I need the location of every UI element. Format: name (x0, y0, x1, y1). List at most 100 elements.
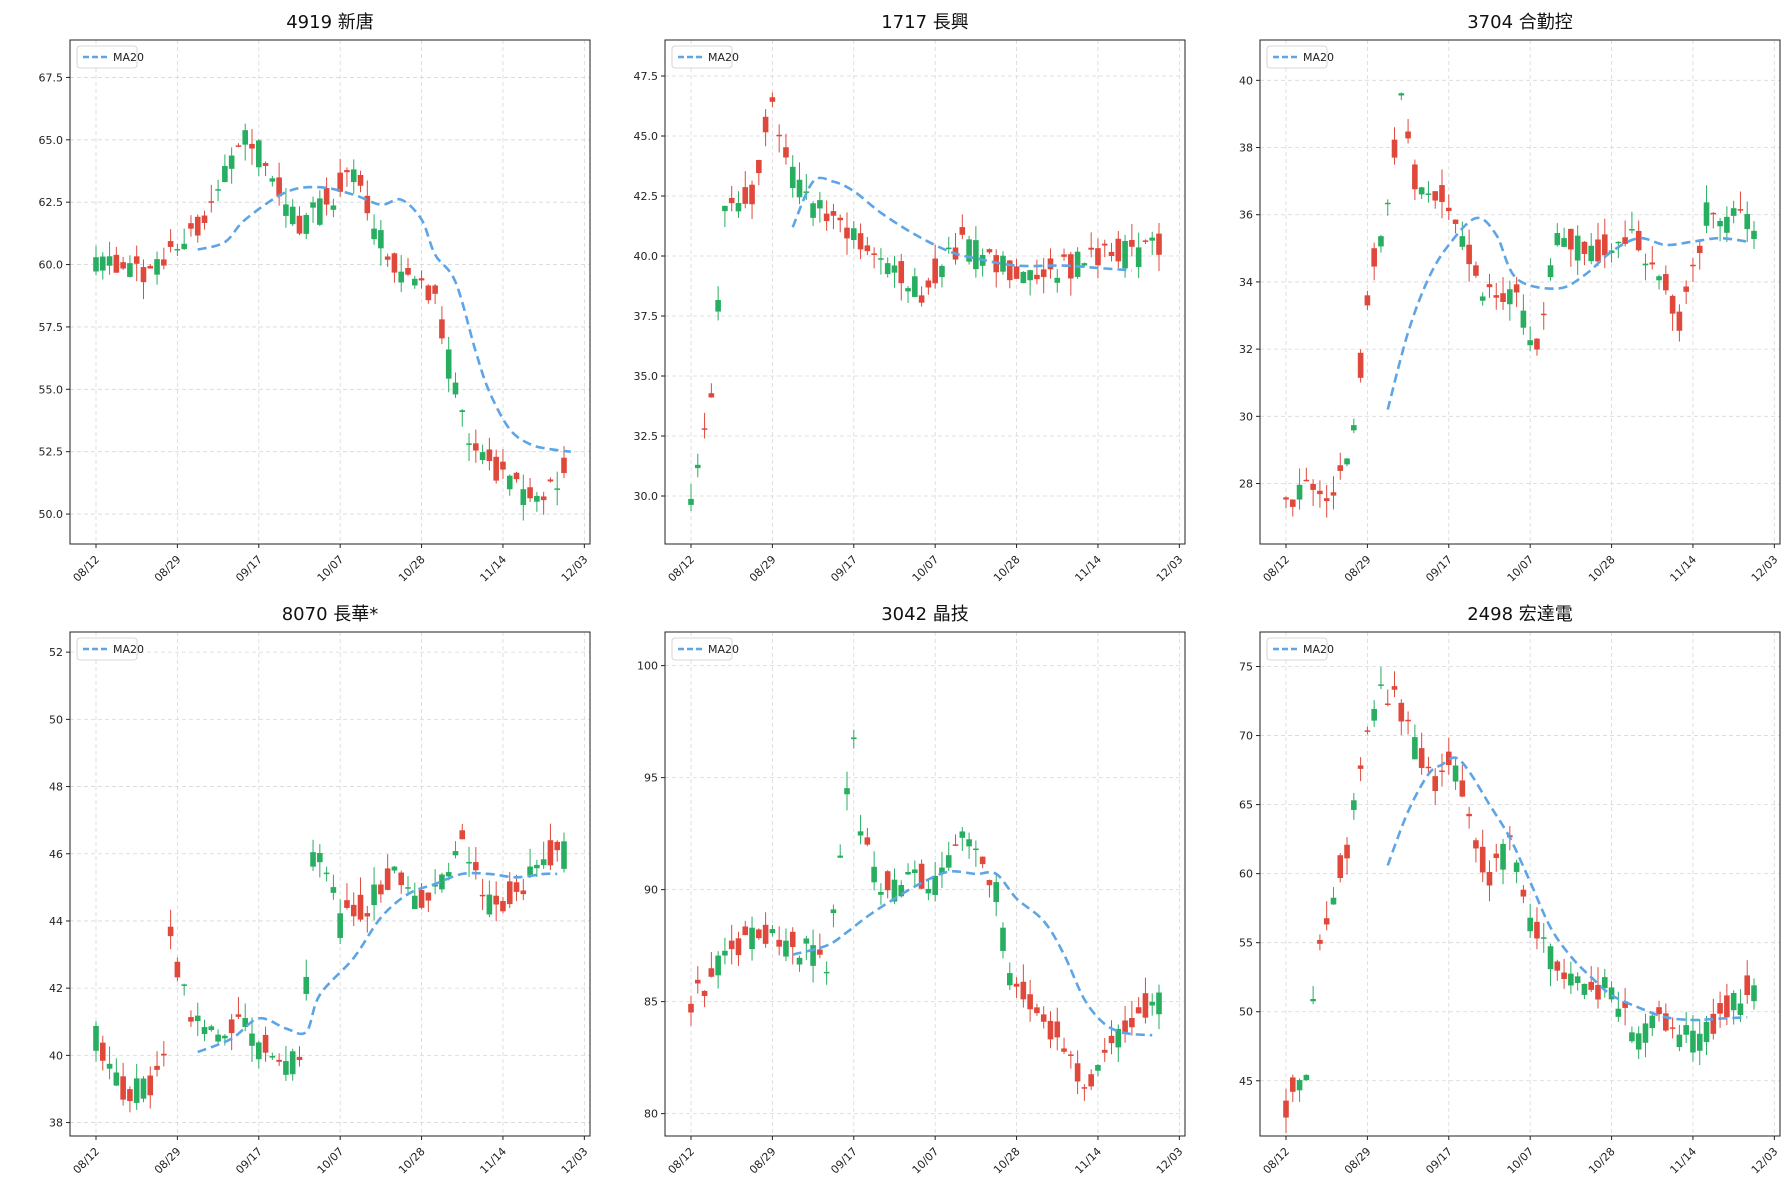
x-tick-label: 10/28 (991, 553, 1023, 585)
candle (912, 860, 918, 888)
candle-body (1317, 939, 1323, 944)
candle (1047, 1011, 1054, 1049)
candle-body (1703, 202, 1710, 226)
candle (1459, 764, 1466, 798)
candle-body (1500, 843, 1506, 870)
candle-body (398, 271, 405, 283)
candle (1663, 265, 1669, 295)
candle-body (1683, 1025, 1689, 1035)
candle (140, 259, 147, 300)
candle-body (459, 410, 466, 412)
candle (1040, 1006, 1047, 1029)
x-tick-label: 11/14 (1072, 1145, 1104, 1177)
candle (1527, 326, 1533, 351)
candle-body (1466, 244, 1472, 265)
candle (1608, 981, 1615, 1003)
candle-body (418, 278, 425, 281)
candle-body (1323, 918, 1330, 925)
candle (925, 277, 932, 295)
candle (1622, 988, 1628, 1026)
candle (742, 920, 749, 936)
candle (459, 823, 466, 840)
candle-body (228, 1019, 235, 1034)
plot-frame (69, 631, 591, 1137)
candle (1095, 238, 1101, 279)
candle (1303, 1074, 1310, 1081)
x-tick-label: 09/17 (233, 1145, 265, 1177)
candle (154, 1051, 160, 1077)
candle-body (1520, 310, 1527, 328)
x-tick-label: 11/14 (1072, 553, 1104, 585)
candle (1344, 837, 1350, 875)
candle (283, 1045, 289, 1081)
candle (201, 210, 208, 230)
y-tick-label: 85 (644, 996, 658, 1009)
candle-body (830, 909, 837, 914)
candle-body (384, 256, 391, 260)
candle-body (364, 913, 371, 917)
candle (398, 870, 405, 894)
candle-body (493, 895, 499, 905)
candle (979, 248, 986, 277)
candle-body (1000, 255, 1006, 272)
candle-body (776, 939, 782, 947)
candles (1283, 92, 1757, 518)
candle-body (534, 495, 540, 502)
candle (1088, 232, 1094, 258)
candle-body (905, 871, 911, 875)
candle (215, 1029, 221, 1044)
candle (154, 251, 160, 285)
candle-body (891, 879, 898, 902)
candle (742, 171, 749, 209)
candle-body (1581, 241, 1588, 254)
y-tick-label: 50 (49, 713, 63, 726)
candle (1669, 294, 1676, 331)
candle (918, 286, 925, 307)
plot-frame (664, 631, 1186, 1137)
candle (952, 232, 959, 265)
candle-body (1690, 264, 1696, 267)
candle-body (939, 867, 945, 874)
candle (796, 955, 803, 972)
candle-body (1751, 985, 1757, 1002)
x-tick-label: 10/07 (1505, 553, 1537, 585)
candle (466, 433, 472, 461)
candle-body (1351, 425, 1357, 431)
candle (554, 840, 561, 862)
candle (317, 844, 323, 878)
candle-body (1737, 209, 1744, 211)
candle-body (181, 984, 187, 986)
candle (249, 129, 255, 165)
candle-body (932, 875, 938, 895)
candle (1115, 1024, 1122, 1063)
candle-body (749, 184, 755, 205)
candle-body (93, 257, 99, 272)
candle-body (1669, 295, 1676, 314)
candle-body (1588, 981, 1595, 990)
candle-body (701, 990, 708, 996)
candle-body (547, 479, 554, 482)
candle-body (1459, 780, 1466, 797)
candle-body (445, 872, 452, 877)
candle (1601, 218, 1608, 269)
candle-body (756, 160, 762, 174)
candle-body (500, 901, 506, 912)
candle-body (99, 256, 106, 271)
candle (857, 223, 864, 260)
candle-body (1479, 846, 1486, 873)
candle-body (918, 295, 925, 303)
candle (1676, 1024, 1683, 1052)
candle (1034, 1003, 1040, 1016)
candle (1357, 757, 1364, 782)
candle (167, 909, 174, 950)
candle (1068, 251, 1074, 296)
candle (1364, 290, 1371, 311)
candle-body (905, 288, 911, 292)
candle-body (1054, 277, 1061, 283)
candle (1690, 1014, 1696, 1062)
candle (939, 851, 945, 889)
chart-title: 3704 合勤控 (1467, 12, 1573, 33)
candle-body (188, 1017, 194, 1022)
candle-body (486, 894, 493, 915)
candle (106, 241, 113, 275)
